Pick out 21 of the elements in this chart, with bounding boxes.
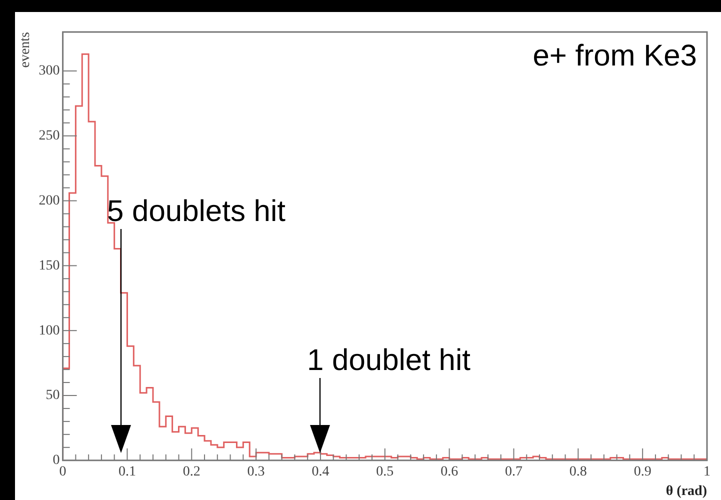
- y-tick-label: 100: [38, 323, 60, 338]
- x-tick-label: 0.2: [182, 464, 200, 480]
- y-tick-label: 250: [38, 128, 60, 144]
- y-axis-title: events: [18, 32, 34, 68]
- x-tick-label: 0.6: [440, 464, 458, 480]
- x-tick-label: 0.4: [312, 464, 330, 480]
- x-tick-label: 0.5: [376, 464, 394, 480]
- x-tick-label: 0.8: [569, 464, 587, 480]
- annotation: 1 doublet hit: [307, 344, 472, 377]
- y-tick-label: 200: [38, 193, 60, 208]
- y-tick-label: 50: [46, 388, 60, 404]
- y-tick-label: 300: [38, 64, 60, 79]
- annotation: e+ from Ke3: [532, 39, 697, 72]
- x-axis-title: θ (rad): [666, 484, 708, 500]
- x-tick-label: 0.9: [634, 464, 652, 480]
- x-tick-label: 1: [704, 464, 710, 480]
- y-tick-label: 150: [38, 258, 60, 274]
- x-tick-label: 0.7: [504, 464, 522, 480]
- y-tick-label: 0: [52, 453, 60, 468]
- x-tick-label: 0.3: [247, 464, 265, 480]
- x-tick-label: 0.1: [118, 464, 136, 480]
